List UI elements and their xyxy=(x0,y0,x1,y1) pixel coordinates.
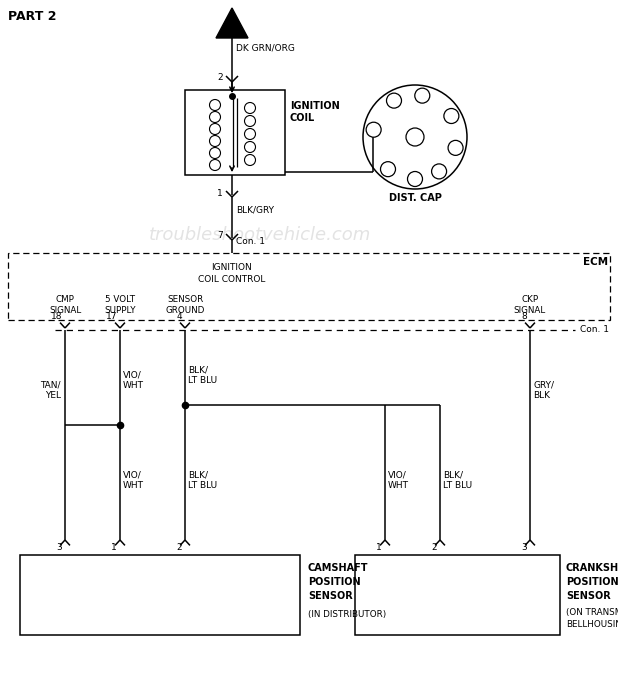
Circle shape xyxy=(444,108,459,123)
Circle shape xyxy=(386,93,402,108)
Text: GRY/
BLK: GRY/ BLK xyxy=(533,380,554,400)
Text: 7: 7 xyxy=(385,164,391,174)
Text: POSITION: POSITION xyxy=(308,577,361,587)
Text: 4: 4 xyxy=(449,111,454,120)
Text: ECM: ECM xyxy=(583,257,608,267)
Text: (IN DISTRIBUTOR): (IN DISTRIBUTOR) xyxy=(308,610,386,619)
Text: troubleshootvehicle.com: troubleshootvehicle.com xyxy=(149,226,371,244)
Text: 1: 1 xyxy=(376,542,382,552)
Text: 5 VOLT
SUPPLY: 5 VOLT SUPPLY xyxy=(104,295,136,315)
Text: 4: 4 xyxy=(176,312,182,321)
Text: CKP
SIGNAL: CKP SIGNAL xyxy=(514,295,546,315)
Text: BELLHOUSING): BELLHOUSING) xyxy=(566,620,618,629)
Bar xyxy=(8,253,610,320)
Text: 1: 1 xyxy=(218,188,223,197)
Text: VIO/
WHT: VIO/ WHT xyxy=(388,470,409,490)
Text: SENSOR: SENSOR xyxy=(308,591,353,601)
Text: BLK/GRY: BLK/GRY xyxy=(236,206,274,214)
Text: 3: 3 xyxy=(453,144,458,153)
Circle shape xyxy=(448,141,463,155)
Text: 2: 2 xyxy=(371,125,376,134)
Text: VIO/
WHT: VIO/ WHT xyxy=(123,470,144,490)
Circle shape xyxy=(406,128,424,146)
Text: 5: 5 xyxy=(412,174,418,183)
Text: DK GRN/ORG: DK GRN/ORG xyxy=(236,43,295,52)
Polygon shape xyxy=(216,8,248,38)
Text: VIO/
WHT: VIO/ WHT xyxy=(123,370,144,390)
Text: Con. 1: Con. 1 xyxy=(236,237,265,246)
Circle shape xyxy=(381,162,396,176)
Circle shape xyxy=(407,172,423,186)
Text: 1: 1 xyxy=(391,96,397,105)
Text: TAN/
YEL: TAN/ YEL xyxy=(41,380,61,400)
Text: 3: 3 xyxy=(521,542,527,552)
Text: SENSOR: SENSOR xyxy=(566,591,611,601)
Text: CRANKSHAFT: CRANKSHAFT xyxy=(566,563,618,573)
Bar xyxy=(355,555,560,635)
Text: 17: 17 xyxy=(106,312,117,321)
Text: DIST. CAP: DIST. CAP xyxy=(389,193,441,203)
Text: (ON TRANSMISSION: (ON TRANSMISSION xyxy=(566,608,618,617)
Text: BLK/
LT BLU: BLK/ LT BLU xyxy=(188,470,217,490)
Text: 2: 2 xyxy=(218,74,223,83)
Text: 2: 2 xyxy=(176,542,182,552)
Text: COIL CONTROL: COIL CONTROL xyxy=(198,274,266,284)
Text: BLK/
LT BLU: BLK/ LT BLU xyxy=(188,365,217,385)
Text: IGNITION: IGNITION xyxy=(290,101,340,111)
Text: SENSOR
GROUND: SENSOR GROUND xyxy=(165,295,205,315)
Bar xyxy=(185,90,285,175)
Text: 3: 3 xyxy=(56,542,62,552)
Text: POSITION: POSITION xyxy=(566,577,618,587)
Text: COIL: COIL xyxy=(290,113,315,123)
Text: 7: 7 xyxy=(218,232,223,241)
Text: CAMSHAFT: CAMSHAFT xyxy=(308,563,368,573)
Text: 2: 2 xyxy=(431,542,437,552)
Text: A: A xyxy=(227,15,237,29)
Text: 18: 18 xyxy=(51,312,62,321)
Text: BLK/
LT BLU: BLK/ LT BLU xyxy=(443,470,472,490)
Text: Con. 1: Con. 1 xyxy=(580,326,609,335)
Text: PART 2: PART 2 xyxy=(8,10,56,23)
Text: CMP
SIGNAL: CMP SIGNAL xyxy=(49,295,81,315)
Circle shape xyxy=(431,164,447,179)
Circle shape xyxy=(415,88,430,103)
Bar xyxy=(20,555,300,635)
Text: 6: 6 xyxy=(436,167,442,176)
Text: 8: 8 xyxy=(420,91,425,100)
Text: 8: 8 xyxy=(521,312,527,321)
Circle shape xyxy=(366,122,381,137)
Text: 1: 1 xyxy=(111,542,117,552)
Text: IGNITION: IGNITION xyxy=(211,262,252,272)
